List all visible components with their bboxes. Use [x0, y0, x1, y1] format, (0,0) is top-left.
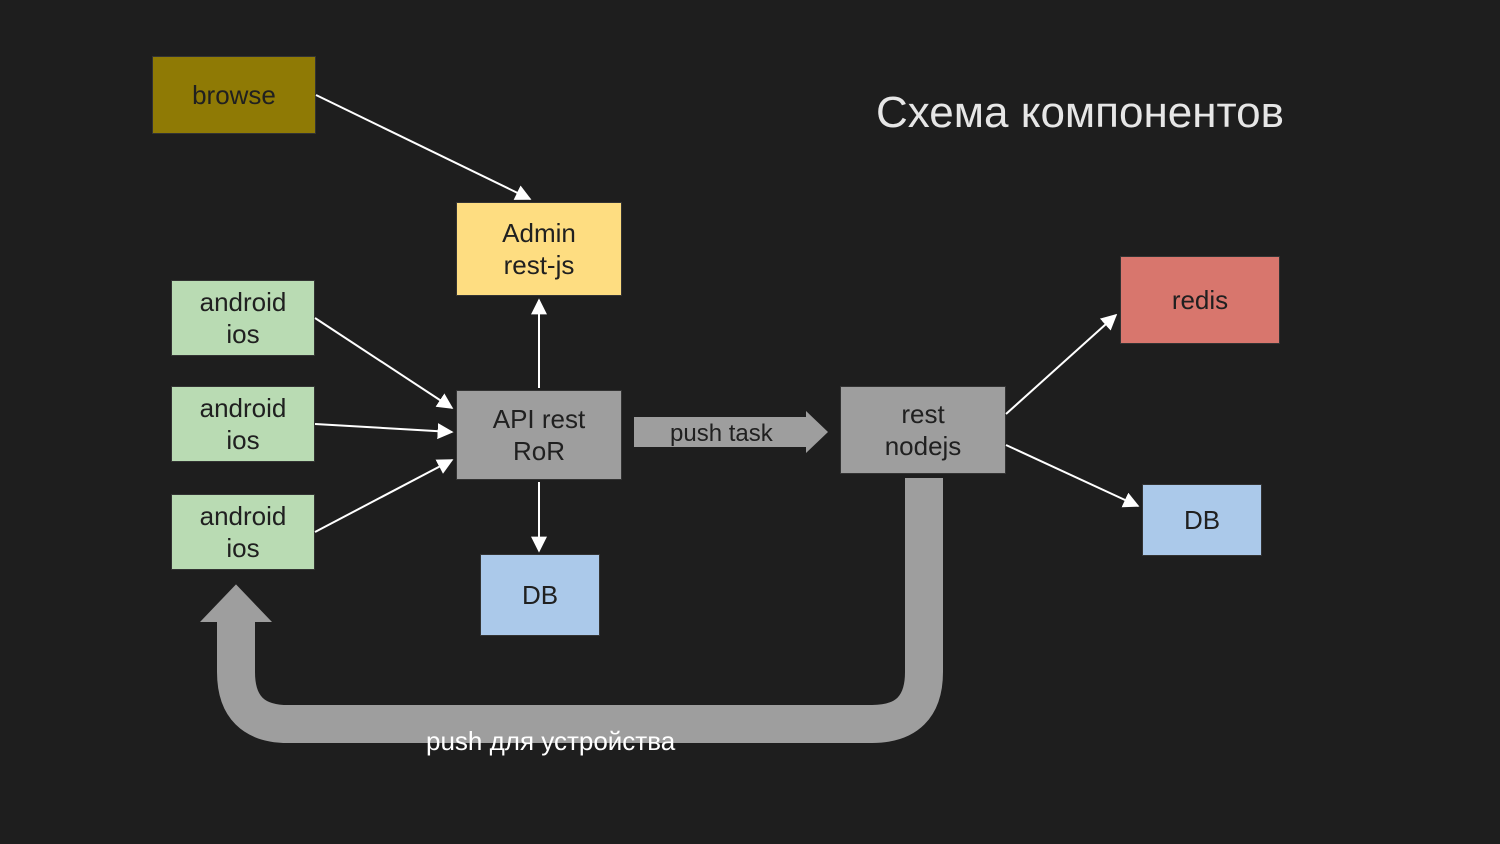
node-client2: androidios	[171, 386, 315, 462]
push-device-label: push для устройства	[426, 726, 675, 757]
node-client3: androidios	[171, 494, 315, 570]
node-label: Adminrest-js	[502, 217, 576, 282]
node-redis: redis	[1120, 256, 1280, 344]
node-label: API restRoR	[493, 403, 585, 468]
node-label: androidios	[200, 500, 287, 565]
diagram-title: Схема компонентов	[876, 88, 1284, 138]
node-admin: Adminrest-js	[456, 202, 622, 296]
node-browse: browse	[152, 56, 316, 134]
push-task-label: push task	[670, 420, 773, 448]
node-label: androidios	[200, 392, 287, 457]
node-label: restnodejs	[885, 398, 962, 463]
node-db2: DB	[1142, 484, 1262, 556]
node-nodejs: restnodejs	[840, 386, 1006, 474]
node-label: DB	[522, 579, 558, 612]
node-label: DB	[1184, 504, 1220, 537]
node-db1: DB	[480, 554, 600, 636]
node-label: androidios	[200, 286, 287, 351]
node-api: API restRoR	[456, 390, 622, 480]
node-client1: androidios	[171, 280, 315, 356]
node-label: redis	[1172, 284, 1228, 317]
thin-arrows	[315, 95, 1138, 551]
node-label: browse	[192, 79, 276, 112]
